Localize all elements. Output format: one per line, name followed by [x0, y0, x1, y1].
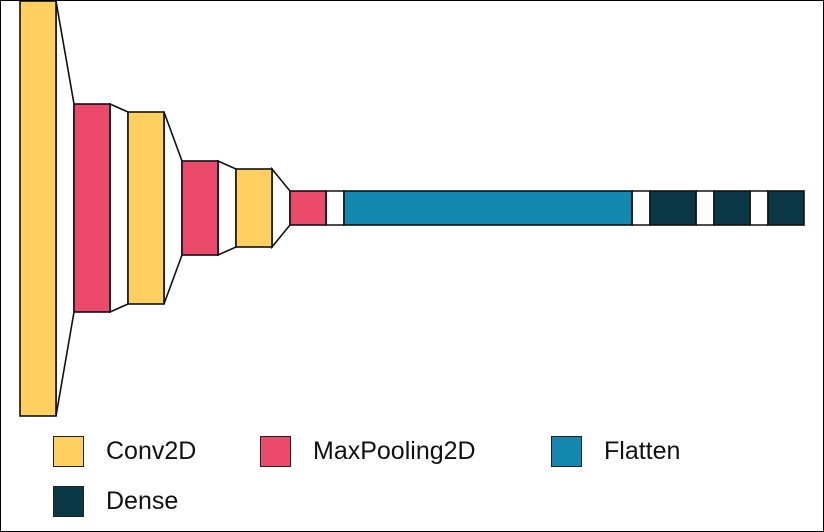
layer-block-9-dense — [713, 190, 751, 226]
layer-gap-3 — [163, 111, 183, 305]
legend-swatch-maxpooling2d — [260, 436, 291, 467]
legend-label-conv2d: Conv2D — [106, 437, 197, 465]
layer-gap-4 — [217, 159, 237, 257]
layer-gap-6 — [325, 190, 345, 226]
layer-gap-9 — [749, 190, 769, 226]
legend-swatch-dense — [53, 486, 84, 517]
layer-block-6-maxpooling2d — [289, 190, 327, 226]
layer-block-1-conv2d — [19, 1, 57, 417]
legend-item-flatten: Flatten — [551, 436, 680, 467]
legend-item-maxpooling2d: MaxPooling2D — [260, 436, 476, 467]
legend-swatch-flatten — [551, 436, 582, 467]
legend-swatch-conv2d — [53, 436, 84, 467]
layer-block-4-maxpooling2d — [181, 160, 219, 256]
layer-block-8-dense — [649, 190, 697, 226]
layer-gap-2 — [109, 102, 129, 314]
layer-gap-8 — [695, 190, 715, 226]
layer-gap-7 — [631, 190, 651, 226]
legend-label-flatten: Flatten — [604, 437, 681, 465]
layer-block-2-maxpooling2d — [73, 103, 111, 313]
legend-label-maxpooling2d: MaxPooling2D — [313, 437, 476, 465]
layer-gap-5 — [271, 166, 291, 250]
layer-gap-1 — [55, 1, 75, 417]
legend-item-dense: Dense — [53, 486, 178, 517]
layer-block-10-dense — [767, 190, 805, 226]
legend-item-conv2d: Conv2D — [53, 436, 196, 467]
layer-block-7-flatten — [343, 190, 633, 226]
layer-block-3-conv2d — [127, 111, 165, 305]
legend-label-dense: Dense — [106, 487, 179, 515]
layer-block-5-conv2d — [235, 168, 273, 248]
